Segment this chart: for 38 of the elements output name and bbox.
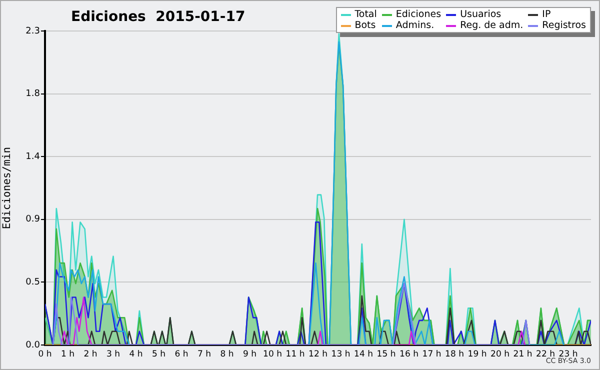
legend-label: Total (354, 9, 377, 20)
legend-label: Reg. de adm. (460, 20, 524, 31)
x-tick-label: 12 h (308, 349, 328, 360)
x-tick-label: 0 h (38, 349, 52, 360)
legend-label: Bots (354, 20, 376, 31)
x-tick-label: 15 h (376, 349, 396, 360)
legend-label: IP (542, 9, 551, 20)
x-tick-label: 13 h (331, 349, 350, 360)
x-tick-label: 11 h (286, 349, 305, 360)
x-tick-label: 19 h (468, 349, 487, 360)
y-tick-label: 2.3 (26, 26, 40, 36)
y-tick-label: 1.4 (26, 152, 40, 162)
x-tick-label: 16 h (400, 349, 418, 360)
legend-label: Usuarios (460, 9, 502, 20)
y-tick-label: 0.9 (26, 214, 40, 225)
x-tick-label: 17 h (422, 349, 442, 360)
x-tick-label: 9 h (243, 349, 256, 360)
x-tick-label: 10 h (263, 349, 282, 360)
x-tick-label: 21 h (513, 349, 532, 360)
x-tick-label: 8 h (220, 349, 234, 360)
legend-label: Registros (542, 20, 586, 31)
x-tick-label: 18 h (445, 349, 464, 360)
x-tick-label: 6 h (174, 349, 188, 360)
y-axis-title: Ediciones/min (1, 146, 14, 230)
y-tick-label: 0.5 (26, 278, 40, 288)
x-tick-label: 14 h (354, 349, 373, 360)
x-tick-label: 20 h (490, 349, 510, 360)
chart-title: Ediciones 2015-01-17 (71, 9, 246, 25)
y-tick-label: 1.8 (26, 89, 40, 100)
legend-label: Admins. (396, 20, 434, 31)
x-tick-label: 1 h (61, 349, 74, 360)
y-tick-label: 0.0 (26, 340, 40, 350)
x-tick-label: 4 h (129, 349, 143, 360)
legend-label: Ediciones (396, 9, 442, 20)
x-tick-label: 7 h (198, 349, 211, 360)
x-tick-label: 2 h (84, 349, 98, 360)
x-tick-label: 5 h (152, 349, 166, 360)
x-tick-label: 3 h (106, 349, 120, 360)
